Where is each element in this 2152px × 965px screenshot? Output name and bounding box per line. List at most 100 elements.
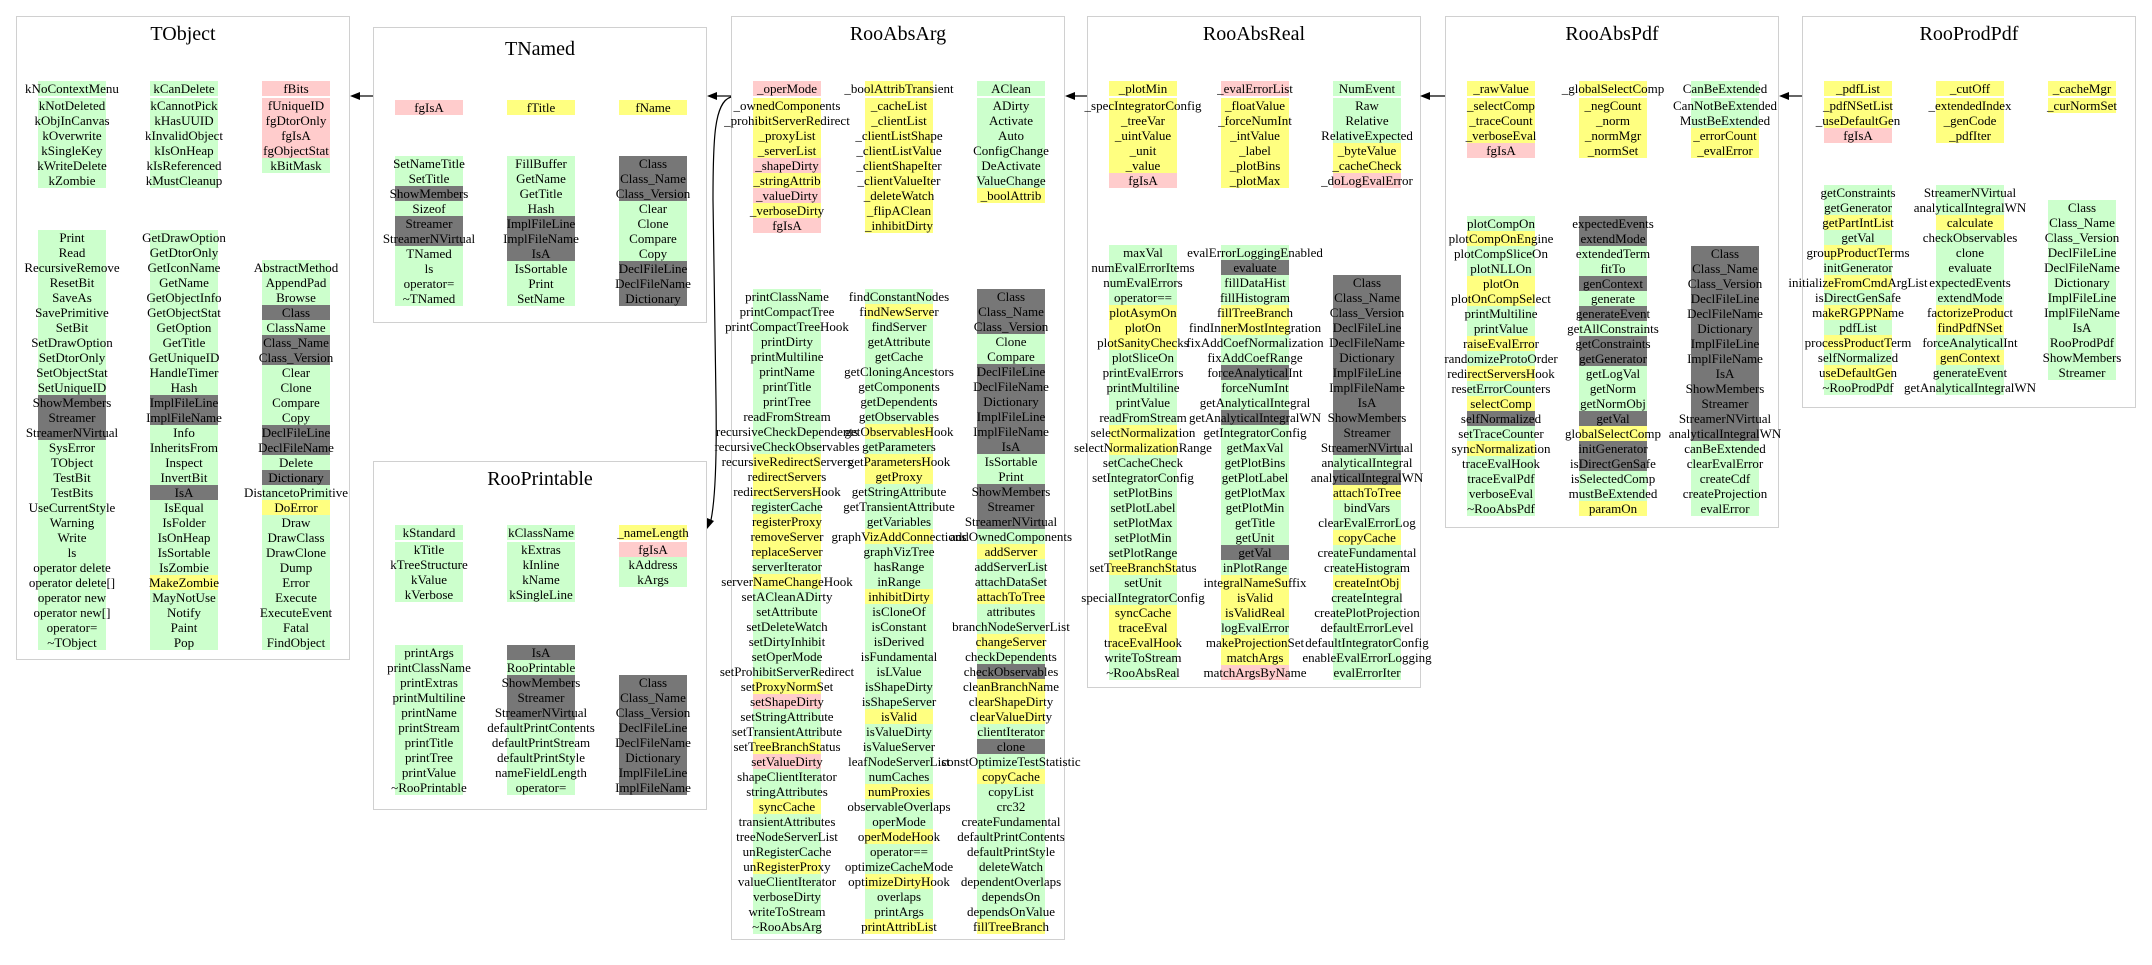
- member-method: fillTreeBranch: [973, 919, 1049, 934]
- member-method: getObservables: [859, 409, 939, 424]
- member-field: ValueChange: [976, 173, 1046, 188]
- member-method: overlaps: [865, 889, 933, 904]
- member-name: setTraceCounter: [1458, 426, 1544, 441]
- member-method: StreamerNVirtual: [965, 514, 1057, 529]
- member-method: printCompactTreeHook: [725, 319, 849, 334]
- member-method: recursiveCheckDependents: [716, 424, 858, 439]
- member-name: getVal: [1841, 230, 1875, 245]
- member-name: _flipAClean: [866, 203, 932, 218]
- member-method: ImplFileName: [615, 780, 691, 795]
- member-name: changeServer: [975, 634, 1047, 649]
- member-name: isDirectGenSafe: [1570, 456, 1656, 471]
- member-method: deleteWatch: [977, 859, 1045, 874]
- member-name: IsA: [1715, 366, 1735, 381]
- member-method: inPlotRange: [1221, 560, 1289, 575]
- member-method: IsA: [1333, 395, 1401, 410]
- member-method: DeclFileLine: [1333, 320, 1401, 335]
- member-name: GetObjectInfo: [146, 290, 222, 305]
- member-method: printStream: [395, 720, 463, 735]
- member-name: ImplFileName: [615, 780, 691, 795]
- member-method: findConstantNodes: [849, 289, 949, 304]
- member-name: Class_Version: [973, 319, 1049, 334]
- member-name: printTitle: [404, 735, 454, 750]
- member-method: processProductTerm: [1805, 335, 1911, 350]
- member-name: printArgs: [874, 904, 924, 919]
- member-method: useDefaultGen: [1819, 365, 1897, 380]
- member-name: generateEvent: [1932, 365, 2008, 380]
- member-method: DeclFileLine: [619, 720, 687, 735]
- member-method: setCacheCheck: [1103, 455, 1183, 470]
- member-name: Streamer: [48, 410, 96, 425]
- member-method: DeclFileName: [1687, 306, 1763, 321]
- member-name: Class: [2067, 200, 2097, 215]
- member-name: defaultPrintStyle: [966, 844, 1056, 859]
- member-name: setPlotLabel: [1110, 500, 1176, 515]
- member-method: syncCache: [1109, 605, 1177, 620]
- member-name: getUnit: [1235, 530, 1275, 545]
- member-field: _cutOff: [1936, 81, 2004, 96]
- member-method: selfNormalized: [1461, 411, 1541, 426]
- member-name: kTitle: [413, 542, 445, 557]
- member-name: GetTitle: [162, 335, 206, 350]
- member-name: _cutOff: [1949, 81, 1991, 96]
- member-name: Draw: [281, 515, 311, 530]
- member-method: InheritsFrom: [150, 440, 218, 455]
- member-method: Copy: [262, 410, 330, 425]
- member-name: unRegisterCache: [742, 844, 832, 859]
- member-method: Clear: [262, 365, 330, 380]
- member-method: createPlotProjection: [1314, 605, 1420, 620]
- member-method: DeclFileName: [615, 735, 691, 750]
- member-name: Info: [173, 425, 195, 440]
- member-method: ls: [395, 261, 463, 276]
- member-method: printMultiline: [751, 349, 823, 364]
- member-method: ImplFileLine: [1691, 336, 1759, 351]
- member-method: SetTitle: [395, 171, 463, 186]
- member-name: replaceServer: [751, 544, 823, 559]
- member-name: isDerived: [873, 634, 925, 649]
- member-name: _negCount: [1584, 98, 1642, 113]
- member-name: ImplFileLine: [1332, 365, 1402, 380]
- class-title: TNamed: [505, 38, 575, 60]
- member-method: SetDtorOnly: [38, 350, 106, 365]
- member-name: findPdfNSet: [1937, 320, 2003, 335]
- class-box-rooprintable: RooPrintable kStandard kTitle kTreeStructur…: [373, 461, 707, 810]
- member-method: Class: [1333, 275, 1401, 290]
- member-method: createFundamental: [962, 814, 1060, 829]
- member-field: kStandard: [395, 525, 463, 540]
- member-method: isValueDirty: [865, 724, 933, 739]
- member-field: _clientList: [865, 113, 933, 128]
- member-name: _valueDirty: [755, 188, 819, 203]
- member-method: Class_Version: [1330, 305, 1404, 320]
- member-method: createProjection: [1683, 486, 1767, 501]
- member-field: CanNotBeExtended: [1673, 98, 1777, 113]
- class-title: RooAbsPdf: [1565, 23, 1659, 45]
- member-name: ImplFileLine: [976, 409, 1046, 424]
- member-field: _norm: [1579, 113, 1647, 128]
- member-name: forceAnalyticalInt: [1922, 335, 2018, 350]
- member-method: selectNormalizationRange: [1074, 440, 1212, 455]
- member-method: getPlotLabel: [1221, 470, 1289, 485]
- member-field: kArgs: [619, 572, 687, 587]
- member-name: kBitMask: [270, 158, 322, 173]
- member-method: Class_Name: [977, 304, 1045, 319]
- member-method: setDeleteWatch: [746, 619, 828, 634]
- member-name: isValid: [880, 709, 918, 724]
- member-name: setTransientAttribute: [731, 724, 843, 739]
- member-method: expectedEvents: [1929, 275, 2011, 290]
- member-field: AClean: [977, 81, 1045, 96]
- member-name: kIsReferenced: [146, 158, 222, 173]
- member-name: isFundamental: [860, 649, 938, 664]
- member-name: ls: [424, 261, 434, 276]
- member-name: SavePrimitive: [35, 305, 109, 320]
- member-name: _pdfIter: [1949, 128, 1991, 143]
- member-name: selectNormalization: [1090, 425, 1196, 440]
- member-method: DeclFileName: [615, 276, 691, 291]
- member-method: ShowMembers: [33, 395, 111, 410]
- member-method: Class_Version: [259, 350, 333, 365]
- member-name: isShapeDirty: [865, 679, 933, 694]
- member-method: Dictionary: [619, 750, 687, 765]
- member-method: DeclFileName: [258, 440, 334, 455]
- member-method: graphVizTree: [864, 544, 934, 559]
- member-field: Relative: [1333, 113, 1401, 128]
- member-method: extendMode: [1936, 290, 2004, 305]
